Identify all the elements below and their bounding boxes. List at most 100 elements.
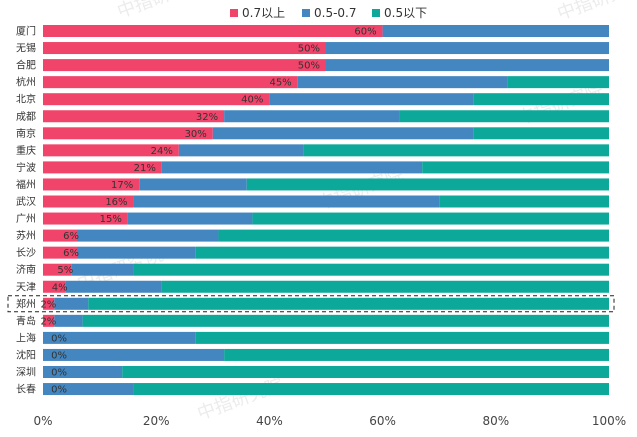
category-label: 青岛 [16, 314, 36, 327]
category-label: 武汉 [16, 195, 36, 208]
bar-segment-2 [212, 127, 474, 140]
category-label: 郑州 [16, 297, 36, 310]
bar-segment-3 [422, 161, 609, 174]
legend-swatch [302, 9, 310, 17]
x-tick-label: 100% [592, 414, 626, 428]
bar-segment-3 [252, 212, 610, 225]
category-label: 无锡 [16, 42, 36, 55]
bar-segment-1 [43, 161, 162, 174]
bar-segment-2 [326, 42, 609, 55]
category-label: 苏州 [16, 229, 36, 242]
category-label: 成都 [16, 111, 36, 123]
x-tick-label: 40% [256, 414, 283, 428]
category-label: 南京 [16, 127, 36, 140]
data-label: 0% [51, 333, 67, 344]
data-label: 2% [40, 316, 56, 327]
data-label: 17% [111, 180, 133, 191]
legend-label: 0.5-0.7 [314, 6, 357, 20]
bar-segment-3 [399, 110, 609, 123]
legend-label: 0.5以下 [384, 6, 427, 20]
data-label: 0% [51, 350, 67, 361]
category-label: 沈阳 [16, 348, 36, 361]
x-tick-label: 20% [143, 414, 170, 428]
category-label: 长沙 [16, 247, 36, 259]
bar-segment-1 [43, 263, 72, 276]
bar-segment-2 [76, 246, 196, 259]
bar-segment-1 [43, 144, 179, 157]
bar-segment-1 [43, 212, 128, 225]
category-label: 宁波 [16, 161, 36, 174]
category-label: 厦门 [16, 25, 36, 38]
x-tick-label: 0% [33, 414, 52, 428]
data-label: 6% [63, 248, 79, 259]
data-label: 15% [100, 214, 122, 225]
data-label: 60% [354, 27, 376, 38]
bar-segment-2 [43, 383, 134, 396]
data-label: 50% [298, 61, 320, 72]
legend-label: 0.7以上 [242, 6, 285, 20]
bar-segment-3 [246, 178, 609, 191]
bar-segment-1 [43, 110, 225, 123]
bar-segment-1 [43, 280, 66, 293]
bar-segment-2 [297, 76, 508, 89]
bar-segment-3 [507, 76, 609, 89]
bar-segment-1 [43, 195, 134, 208]
bar-segment-2 [65, 280, 162, 293]
data-label: 30% [185, 129, 207, 140]
category-label: 北京 [16, 93, 36, 106]
data-label: 2% [40, 299, 56, 310]
bar-segment-2 [43, 348, 225, 361]
bar-segment-1 [43, 229, 77, 242]
data-label: 6% [63, 231, 79, 242]
watermark-text: 中指研究院 [115, 0, 207, 23]
bar-segment-3 [195, 331, 609, 344]
bar-segment-1 [43, 42, 326, 55]
bar-segment-2 [71, 263, 134, 276]
data-label: 24% [151, 146, 173, 157]
bar-segment-1 [43, 246, 77, 259]
bar-segment-1 [43, 127, 213, 140]
bar-segment-3 [195, 246, 609, 259]
bar-segment-3 [88, 297, 609, 310]
bar-segment-2 [326, 59, 609, 72]
bar-segment-1 [43, 297, 55, 310]
bar-segment-2 [43, 366, 123, 378]
category-label: 天津 [16, 281, 36, 293]
bar-segment-2 [161, 161, 423, 174]
category-label: 合肥 [16, 59, 36, 72]
category-label: 上海 [16, 331, 36, 344]
bar-segment-3 [133, 263, 609, 276]
legend-swatch [372, 9, 380, 17]
bar-segment-3 [161, 280, 610, 293]
bar-segment-3 [122, 366, 610, 378]
bar-segment-1 [43, 178, 140, 191]
bar-segment-3 [473, 93, 609, 106]
data-label: 0% [51, 368, 67, 379]
bar-segment-3 [133, 383, 609, 396]
highlight-box [7, 295, 615, 313]
bar-segment-3 [303, 144, 609, 157]
bar-segment-2 [139, 178, 247, 191]
bar-segment-1 [43, 314, 55, 327]
x-tick-label: 60% [369, 414, 396, 428]
category-label: 广州 [16, 213, 36, 225]
bar-segment-2 [54, 314, 83, 327]
data-label: 21% [134, 163, 156, 174]
watermark-text: 中指研究院 [555, 0, 637, 25]
data-label: 50% [298, 44, 320, 55]
data-label: 0% [51, 385, 67, 396]
bar-segment-2 [43, 331, 196, 344]
bar-segment-3 [224, 348, 609, 361]
category-label: 深圳 [16, 367, 36, 379]
data-label: 40% [241, 95, 263, 106]
category-label: 济南 [16, 263, 36, 276]
bar-segment-2 [76, 229, 219, 242]
data-label: 4% [52, 282, 68, 293]
category-label: 长春 [16, 384, 36, 396]
data-label: 45% [269, 78, 291, 89]
bar-segment-2 [54, 297, 89, 310]
data-label: 16% [105, 197, 127, 208]
bar-segment-3 [473, 127, 609, 140]
